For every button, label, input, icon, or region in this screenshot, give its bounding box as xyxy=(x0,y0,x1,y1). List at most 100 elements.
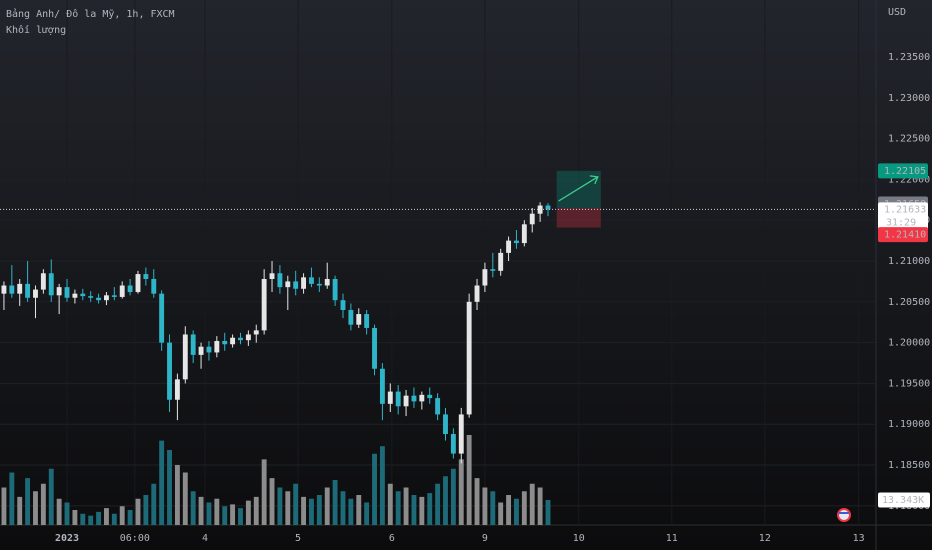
candle-body xyxy=(119,285,125,297)
candle-body xyxy=(411,395,417,402)
volume-bar xyxy=(151,483,157,525)
candle-body xyxy=(167,342,172,400)
profit-zone xyxy=(556,170,601,208)
stop-tag-bg xyxy=(878,227,928,243)
x-tick-label: 4 xyxy=(202,533,208,544)
volume-bar xyxy=(435,483,441,525)
candle-body xyxy=(17,283,23,294)
volume-bar xyxy=(206,502,212,525)
candle-body xyxy=(474,285,480,302)
volume-bar xyxy=(40,483,46,525)
countdown: 31:29 xyxy=(886,217,916,228)
candle-body xyxy=(309,277,314,284)
volume-bar xyxy=(25,478,31,525)
y-tick-label: 1.20000 xyxy=(888,338,930,349)
candle-body xyxy=(159,293,165,343)
x-tick-label: 9 xyxy=(482,533,488,544)
volume-bar xyxy=(48,468,54,525)
volume-bar xyxy=(96,511,102,525)
volume-bar xyxy=(545,499,551,525)
candle-body xyxy=(316,283,322,286)
volume-bar xyxy=(214,498,220,525)
volume-bar xyxy=(111,513,117,525)
candle-body xyxy=(269,273,275,279)
candle-body xyxy=(214,340,220,353)
volume-bar xyxy=(127,510,133,525)
volume-bar xyxy=(159,440,165,525)
candle-body xyxy=(135,274,141,293)
volume-bar xyxy=(372,453,377,525)
candle-body xyxy=(198,346,204,355)
volume-bar xyxy=(395,491,401,525)
volume-bar xyxy=(167,450,172,525)
candle-body xyxy=(482,269,488,286)
volume-bar xyxy=(56,498,62,525)
candle-body xyxy=(529,213,535,225)
y-tick-label: 1.19000 xyxy=(888,419,930,430)
volume-bar xyxy=(356,495,362,525)
volume-bar xyxy=(88,515,94,525)
volume-bar xyxy=(80,513,86,525)
volume-bar xyxy=(332,480,338,525)
x-tick-label: 06:00 xyxy=(120,533,150,544)
chart-title: Bảng Anh/ Đô la Mỹ, 1h, FXCM xyxy=(6,8,175,20)
chart-subtitle: Khối lượng xyxy=(6,24,66,36)
candle-body xyxy=(104,295,109,301)
candle-body xyxy=(435,398,441,415)
volume-bar xyxy=(482,487,488,525)
candle-body xyxy=(521,224,527,244)
position-arrow xyxy=(558,176,599,202)
volume-bar xyxy=(17,496,23,525)
volume-bar xyxy=(301,496,307,525)
candle-body xyxy=(9,285,15,294)
volume-bar xyxy=(364,502,370,525)
candle-body xyxy=(340,300,346,310)
volume-bar xyxy=(1,487,7,525)
candle-body xyxy=(332,278,338,301)
x-tick-label: 11 xyxy=(666,533,678,544)
y-tick-label: 1.19500 xyxy=(888,378,930,389)
volume-bar xyxy=(198,496,204,525)
candle-body xyxy=(64,287,70,298)
candle-body xyxy=(395,391,401,407)
volume-bar xyxy=(324,487,330,525)
volume-bar xyxy=(104,508,109,525)
volume-bar xyxy=(9,472,15,525)
candle-body xyxy=(403,395,409,407)
volume-bar xyxy=(277,487,283,525)
candle-body xyxy=(450,434,456,454)
volume-tag-bg xyxy=(878,492,930,508)
candle-body xyxy=(372,327,377,369)
candle-body xyxy=(230,337,236,345)
candle-body xyxy=(88,296,94,298)
arrow-head xyxy=(589,175,599,185)
candle-body xyxy=(182,334,188,380)
candle-body xyxy=(458,414,464,454)
y-tick-label: 1.22500 xyxy=(888,134,930,145)
volume-bar xyxy=(340,491,346,525)
candle-body xyxy=(143,274,149,279)
y-tick-label: 1.23000 xyxy=(888,93,930,104)
volume-bar xyxy=(411,495,417,525)
target-tag-bg xyxy=(878,163,928,179)
volume-bar xyxy=(182,472,188,525)
candle-body xyxy=(285,281,291,288)
candle-body xyxy=(222,340,228,345)
target-tag: 1.22105 xyxy=(884,166,926,177)
candle-body xyxy=(356,314,362,325)
volume-bar xyxy=(419,496,425,525)
y-tick-label: 1.21000 xyxy=(888,256,930,267)
flag-icon xyxy=(837,508,851,522)
volume-bar xyxy=(230,504,236,525)
candle-body xyxy=(25,283,31,298)
volume-bar xyxy=(245,500,251,525)
candle-body xyxy=(40,273,46,290)
volume-bar xyxy=(143,495,149,525)
volume-bar xyxy=(521,491,527,525)
candle-body xyxy=(364,314,370,328)
volume-bar xyxy=(72,510,78,525)
candle-body xyxy=(419,394,425,402)
candle-body xyxy=(80,293,86,297)
